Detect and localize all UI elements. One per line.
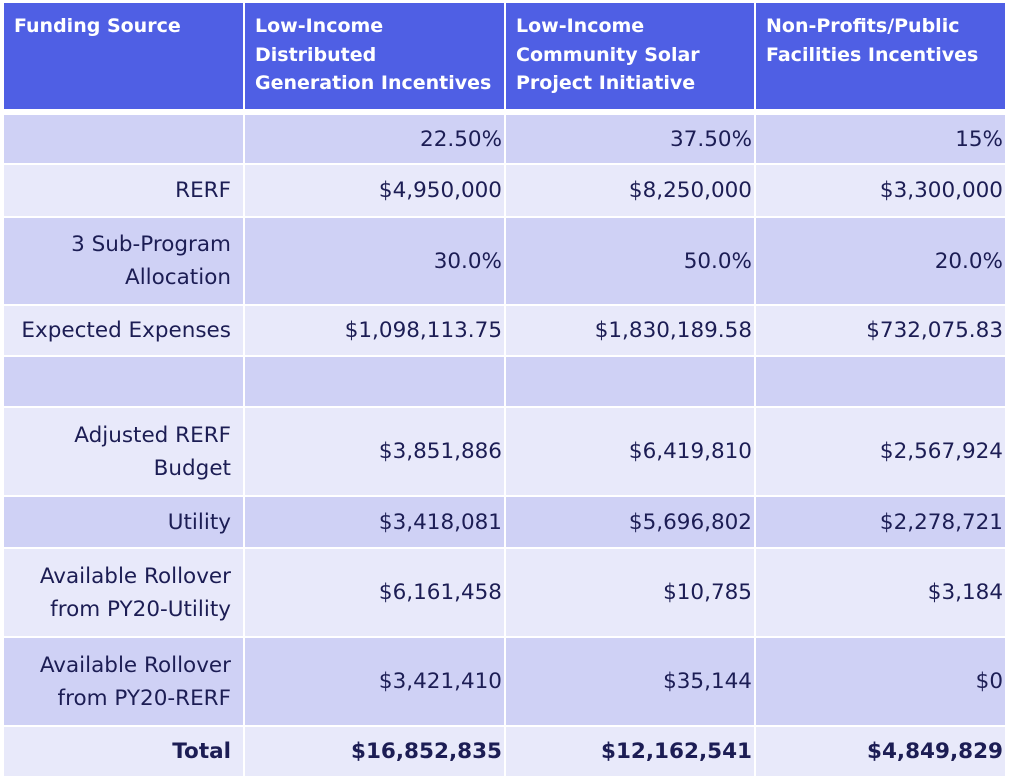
row-label: Available Rollover from PY20-Utility — [2, 547, 245, 638]
cell-value — [243, 355, 506, 408]
cell-value: $3,421,410 — [243, 636, 506, 727]
row-label: RERF — [2, 163, 245, 218]
cell-value: $3,851,886 — [243, 406, 506, 497]
table-row-empty — [2, 355, 1007, 408]
cell-value: $3,300,000 — [754, 163, 1007, 218]
cell-value: $5,696,802 — [504, 495, 756, 549]
cell-value: 20.0% — [754, 216, 1007, 306]
header-low-income-community-solar: Low-Income Community Solar Project Initi… — [504, 1, 756, 111]
cell-value: $8,250,000 — [504, 163, 756, 218]
header-divider — [3, 110, 1006, 114]
table-row: 3 Sub-Program Allocation 30.0% 50.0% 20.… — [2, 216, 1007, 306]
row-label: 3 Sub-Program Allocation — [2, 216, 245, 306]
cell-value: 37.50% — [504, 113, 756, 165]
table-row: Available Rollover from PY20-Utility $6,… — [2, 547, 1007, 638]
table-row: 22.50% 37.50% 15% — [2, 113, 1007, 165]
cell-value: $3,184 — [754, 547, 1007, 638]
cell-value: 30.0% — [243, 216, 506, 306]
cell-value: 15% — [754, 113, 1007, 165]
total-row: Total $16,852,835 $12,162,541 $4,849,829 — [2, 725, 1007, 778]
cell-value: $1,830,189.58 — [504, 304, 756, 357]
row-label: Available Rollover from PY20-RERF — [2, 636, 245, 727]
cell-value — [754, 355, 1007, 408]
total-value: $4,849,829 — [754, 725, 1007, 778]
cell-value: $2,567,924 — [754, 406, 1007, 497]
table-row: Utility $3,418,081 $5,696,802 $2,278,721 — [2, 495, 1007, 549]
header-funding-source: Funding Source — [2, 1, 245, 111]
cell-value: $1,098,113.75 — [243, 304, 506, 357]
total-value: $16,852,835 — [243, 725, 506, 778]
table-row: Available Rollover from PY20-RERF $3,421… — [2, 636, 1007, 727]
cell-value: $3,418,081 — [243, 495, 506, 549]
row-label: Utility — [2, 495, 245, 549]
table-row: Expected Expenses $1,098,113.75 $1,830,1… — [2, 304, 1007, 357]
cell-value: $2,278,721 — [754, 495, 1007, 549]
header-low-income-dg: Low-Income Distributed Generation Incent… — [243, 1, 506, 111]
total-label: Total — [2, 725, 245, 778]
table-row: Adjusted RERF Budget $3,851,886 $6,419,8… — [2, 406, 1007, 497]
cell-value: 22.50% — [243, 113, 506, 165]
row-label: Expected Expenses — [2, 304, 245, 357]
row-label — [2, 113, 245, 165]
table-row: RERF $4,950,000 $8,250,000 $3,300,000 — [2, 163, 1007, 218]
cell-value: 50.0% — [504, 216, 756, 306]
cell-value: $35,144 — [504, 636, 756, 727]
header-non-profits: Non-Profits/Public Facilities Incentives — [754, 1, 1007, 111]
cell-value: $732,075.83 — [754, 304, 1007, 357]
row-label: Adjusted RERF Budget — [2, 406, 245, 497]
cell-value: $4,950,000 — [243, 163, 506, 218]
cell-value: $0 — [754, 636, 1007, 727]
row-label — [2, 355, 245, 408]
header-row: Funding Source Low-Income Distributed Ge… — [2, 1, 1007, 111]
cell-value: $6,419,810 — [504, 406, 756, 497]
cell-value: $6,161,458 — [243, 547, 506, 638]
total-value: $12,162,541 — [504, 725, 756, 778]
cell-value — [504, 355, 756, 408]
cell-value: $10,785 — [504, 547, 756, 638]
